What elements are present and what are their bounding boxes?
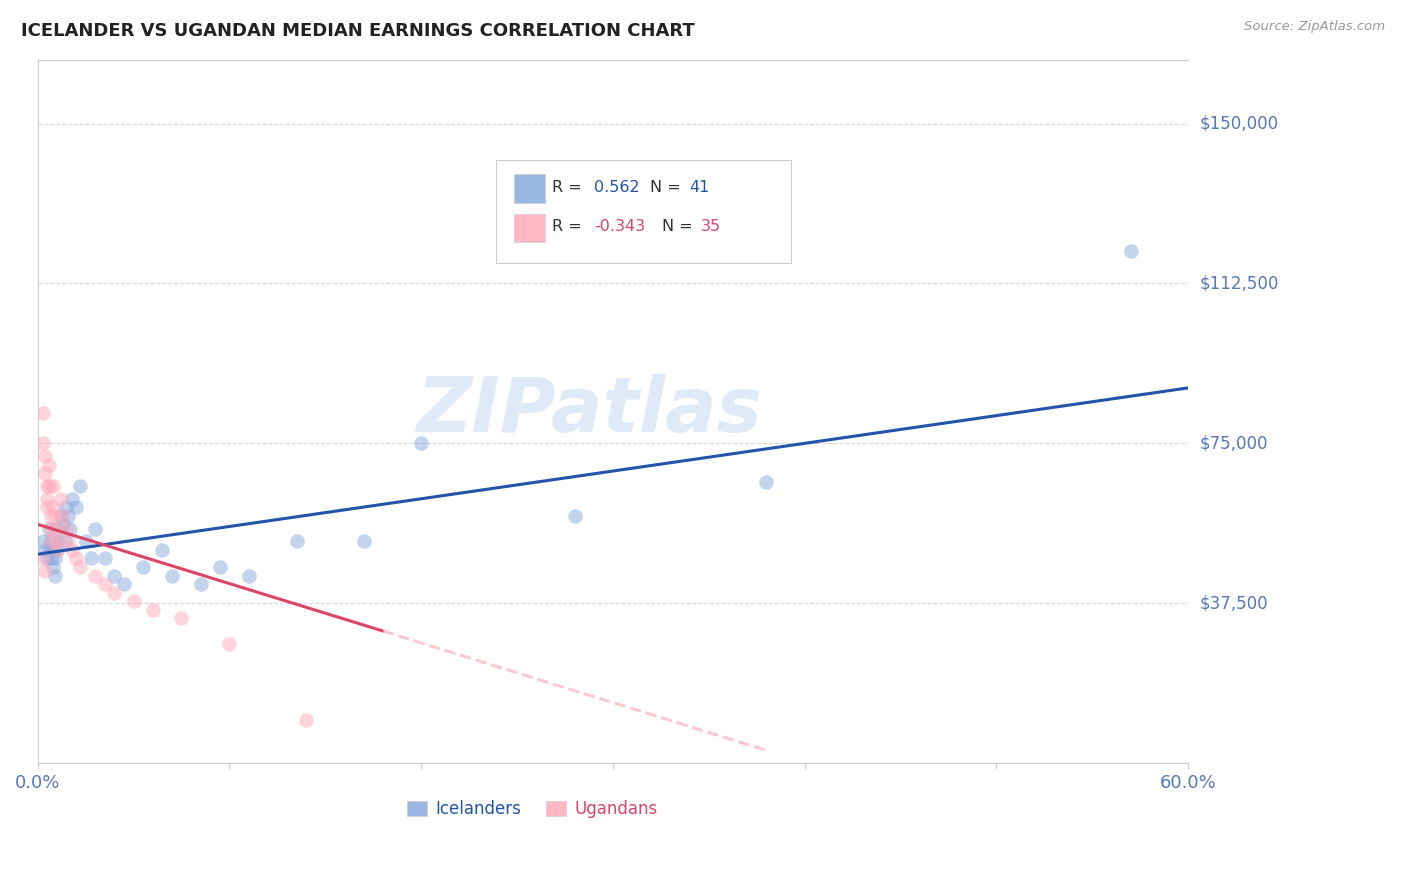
Point: [160, 568, 183, 582]
Point: [94, 551, 117, 566]
Point: [34, 449, 56, 463]
Point: [42, 479, 65, 493]
Point: [58, 508, 80, 523]
Point: [285, 534, 308, 549]
Point: [39, 534, 62, 549]
Point: [45, 534, 67, 549]
Point: [80, 551, 103, 566]
Point: [34, 564, 56, 578]
Point: [94, 577, 117, 591]
Point: [39, 522, 62, 536]
Point: [52, 517, 75, 532]
Point: [38, 458, 60, 472]
Point: [32, 436, 55, 450]
Point: [45, 534, 67, 549]
Point: [45, 543, 67, 558]
Point: [755, 475, 778, 489]
Point: [122, 594, 145, 608]
Text: ICELANDER VS UGANDAN MEDIAN EARNINGS CORRELATION CHART: ICELANDER VS UGANDAN MEDIAN EARNINGS COR…: [21, 22, 695, 40]
Point: [37, 491, 59, 506]
Point: [208, 560, 231, 574]
Point: [69, 560, 91, 574]
Point: [49, 508, 72, 523]
Point: [39, 534, 62, 549]
Point: [103, 585, 125, 599]
Text: 0.562: 0.562: [593, 180, 640, 195]
Point: [42, 500, 65, 515]
Point: [295, 714, 318, 728]
Point: [39, 551, 62, 566]
Text: N =: N =: [650, 180, 686, 195]
Point: [238, 568, 260, 582]
Point: [45, 522, 67, 536]
Point: [60, 491, 83, 506]
Text: Source: ZipAtlas.com: Source: ZipAtlas.com: [1244, 20, 1385, 33]
Point: [53, 534, 76, 549]
Point: [49, 491, 72, 506]
Point: [564, 508, 586, 523]
Point: [190, 577, 212, 591]
Point: [32, 534, 55, 549]
Point: [37, 551, 59, 566]
Text: 35: 35: [700, 219, 721, 235]
Point: [65, 500, 87, 515]
Point: [84, 568, 107, 582]
Point: [32, 551, 55, 566]
Point: [69, 479, 91, 493]
Point: [58, 534, 80, 549]
Point: [150, 543, 173, 558]
Point: [65, 551, 87, 566]
Point: [170, 611, 193, 625]
Point: [32, 407, 55, 421]
Point: [44, 508, 66, 523]
Point: [132, 560, 155, 574]
Point: [142, 602, 165, 616]
Point: [60, 543, 83, 558]
Text: -0.343: -0.343: [593, 219, 645, 235]
Text: ZIPatlas: ZIPatlas: [416, 375, 763, 449]
Point: [34, 466, 56, 480]
Point: [44, 522, 66, 536]
Point: [112, 577, 135, 591]
Point: [411, 436, 433, 450]
Point: [218, 637, 240, 651]
Point: [38, 479, 60, 493]
Point: [1119, 244, 1142, 259]
Point: [353, 534, 375, 549]
Point: [38, 543, 60, 558]
Point: [84, 522, 107, 536]
Text: 41: 41: [690, 180, 710, 195]
Point: [38, 522, 60, 536]
Point: [52, 508, 75, 523]
Point: [75, 534, 97, 549]
Point: [55, 522, 77, 536]
Point: [37, 479, 59, 493]
Point: [45, 543, 67, 558]
Text: R =: R =: [551, 180, 586, 195]
Text: $75,000: $75,000: [1199, 434, 1268, 452]
Text: $150,000: $150,000: [1199, 114, 1278, 133]
Point: [34, 543, 56, 558]
Point: [103, 568, 125, 582]
Text: N =: N =: [661, 219, 697, 235]
Legend: Icelanders, Ugandans: Icelanders, Ugandans: [401, 794, 665, 825]
Point: [37, 500, 59, 515]
Point: [42, 543, 65, 558]
Text: $112,500: $112,500: [1199, 275, 1278, 293]
Point: [42, 560, 65, 574]
Point: [59, 522, 82, 536]
Point: [39, 508, 62, 523]
Text: $37,500: $37,500: [1199, 594, 1268, 612]
Point: [44, 551, 66, 566]
Text: R =: R =: [551, 219, 586, 235]
Point: [44, 568, 66, 582]
Point: [55, 500, 77, 515]
